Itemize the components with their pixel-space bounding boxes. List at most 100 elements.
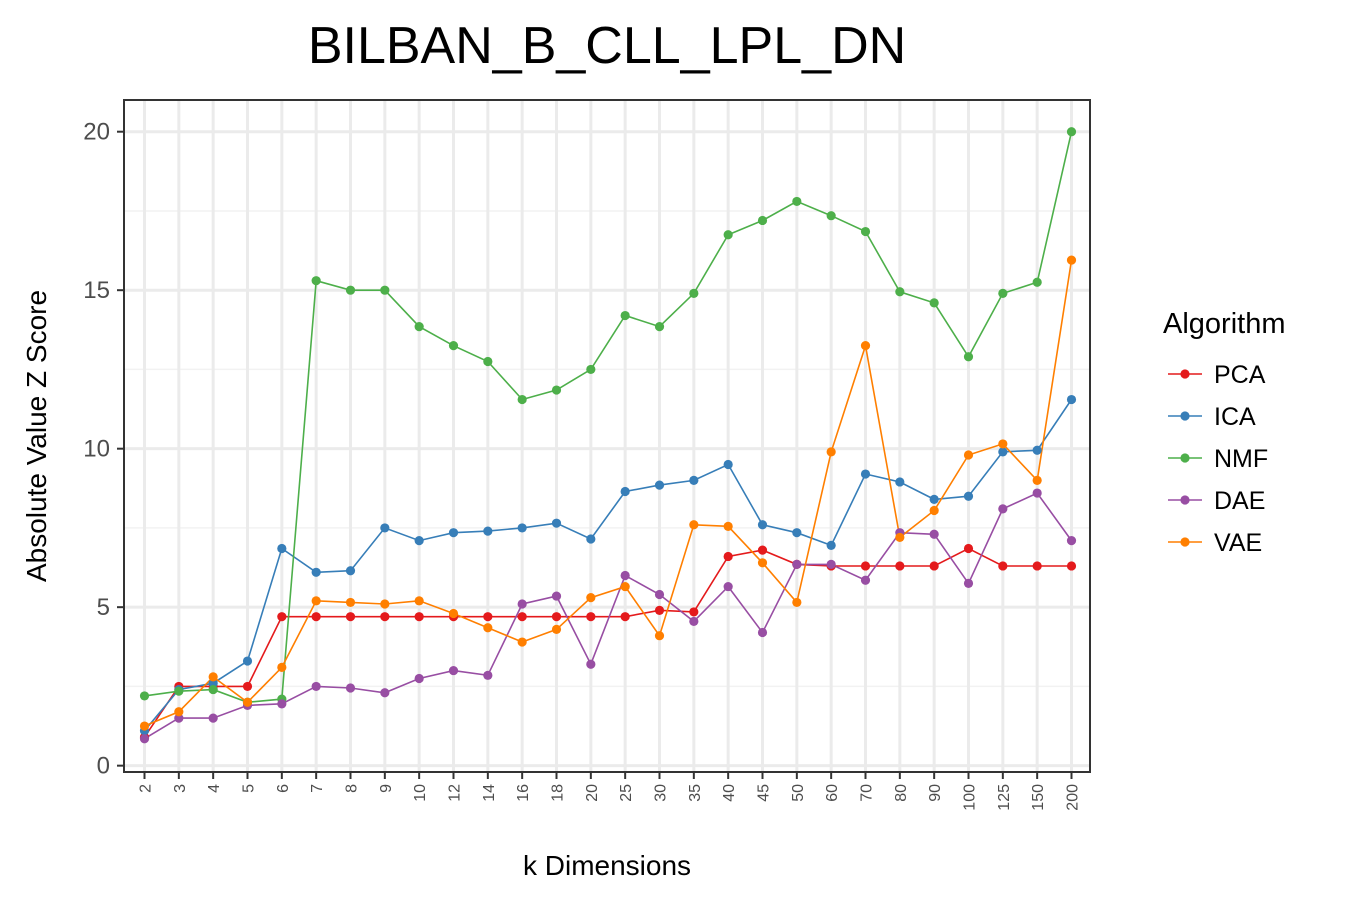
legend-key-point-pca xyxy=(1180,369,1190,379)
data-point-pca xyxy=(551,612,562,622)
data-point-dae xyxy=(929,529,939,539)
data-point-vae xyxy=(654,631,665,641)
data-point-vae xyxy=(174,707,184,717)
data-point-pca xyxy=(483,612,493,622)
data-point-dae xyxy=(1032,488,1042,498)
data-point-nmf xyxy=(1032,277,1042,287)
data-point-ica xyxy=(929,494,939,504)
x-tick-label: 16 xyxy=(515,784,532,802)
data-point-pca xyxy=(963,543,974,554)
data-point-pca xyxy=(586,612,596,622)
data-point-vae xyxy=(998,439,1008,449)
data-point-pca xyxy=(929,561,939,571)
legend-label-pca: PCA xyxy=(1214,361,1266,389)
data-point-dae xyxy=(586,659,596,669)
legend-label-vae: VAE xyxy=(1214,529,1262,557)
data-point-ica xyxy=(448,528,459,538)
x-tick-label: 12 xyxy=(447,784,464,802)
series-line-pca xyxy=(143,547,1072,738)
data-point-dae xyxy=(757,627,768,638)
data-point-ica xyxy=(311,567,321,577)
x-tick-label: 8 xyxy=(344,784,361,793)
data-point-vae xyxy=(620,581,630,592)
data-point-pca xyxy=(277,612,287,622)
legend-key-point-ica xyxy=(1180,411,1190,421)
data-point-nmf xyxy=(345,285,356,295)
data-point-dae xyxy=(963,578,974,588)
data-point-vae xyxy=(929,505,939,516)
data-point-pca xyxy=(414,612,424,622)
y-tick-label: 5 xyxy=(97,594,110,621)
y-tick-label: 20 xyxy=(83,119,110,146)
data-point-nmf xyxy=(757,215,768,226)
data-point-vae xyxy=(517,637,527,647)
data-point-nmf xyxy=(998,288,1008,298)
series-points xyxy=(139,127,1077,744)
data-point-ica xyxy=(963,491,974,501)
data-point-ica xyxy=(242,656,253,666)
data-point-pca xyxy=(1032,561,1042,571)
data-point-ica xyxy=(620,486,630,497)
data-point-nmf xyxy=(448,341,459,351)
x-tick-label: 18 xyxy=(550,784,567,802)
data-point-vae xyxy=(586,593,596,603)
data-point-vae xyxy=(792,597,802,608)
x-tick-label: 50 xyxy=(790,784,807,802)
legend: Algorithm PCA ICA NMF DAE VAE xyxy=(1163,308,1286,557)
data-point-pca xyxy=(654,605,665,615)
data-point-ica xyxy=(1066,394,1077,405)
data-point-vae xyxy=(448,608,459,619)
data-point-ica xyxy=(1032,445,1042,455)
series-line-dae xyxy=(144,492,1073,740)
data-point-vae xyxy=(723,521,733,531)
data-point-pca xyxy=(345,612,356,622)
data-point-dae xyxy=(174,713,184,723)
legend-title: Algorithm xyxy=(1163,308,1286,340)
data-point-ica xyxy=(826,540,836,550)
data-point-dae xyxy=(483,670,493,680)
data-point-vae xyxy=(311,596,321,606)
data-point-nmf xyxy=(414,322,424,332)
data-point-nmf xyxy=(654,322,665,332)
data-point-ica xyxy=(860,469,871,479)
data-point-nmf xyxy=(826,211,836,221)
x-tick-label: 25 xyxy=(618,784,635,802)
data-point-vae xyxy=(242,697,253,707)
data-point-dae xyxy=(380,688,390,698)
data-point-nmf xyxy=(551,385,562,395)
data-point-ica xyxy=(654,480,665,490)
data-point-nmf xyxy=(860,226,871,237)
data-point-nmf xyxy=(689,288,699,298)
legend-key-point-vae xyxy=(1180,537,1190,547)
data-point-ica xyxy=(208,678,218,688)
data-point-nmf xyxy=(380,285,390,295)
x-tick-label: 9 xyxy=(378,784,395,793)
x-tick-label: 3 xyxy=(172,784,189,793)
data-point-vae xyxy=(757,558,768,568)
legend-key-point-dae xyxy=(1180,495,1190,505)
data-point-pca xyxy=(311,612,321,622)
chart-title: BILBAN_B_CLL_LPL_DN xyxy=(308,17,906,75)
data-point-dae xyxy=(345,683,356,693)
data-point-nmf xyxy=(174,686,184,696)
data-point-vae xyxy=(139,721,150,731)
data-point-vae xyxy=(277,662,287,672)
data-point-vae xyxy=(860,341,871,351)
x-tick-label: 6 xyxy=(275,784,292,793)
data-point-nmf xyxy=(929,298,939,308)
data-point-ica xyxy=(689,475,699,485)
data-point-pca xyxy=(723,551,733,562)
legend-key-point-nmf xyxy=(1180,453,1190,463)
data-point-ica xyxy=(345,566,356,576)
data-point-dae xyxy=(311,681,321,692)
x-tick-label: 40 xyxy=(721,784,738,802)
x-tick-label: 4 xyxy=(206,784,223,793)
plot-panel-border xyxy=(123,99,1091,773)
data-point-ica xyxy=(723,459,733,470)
x-tick-label: 5 xyxy=(241,784,258,793)
data-point-pca xyxy=(895,561,905,571)
x-tick-label: 125 xyxy=(996,784,1013,811)
x-tick-label: 45 xyxy=(756,784,773,802)
data-point-ica xyxy=(551,518,562,528)
